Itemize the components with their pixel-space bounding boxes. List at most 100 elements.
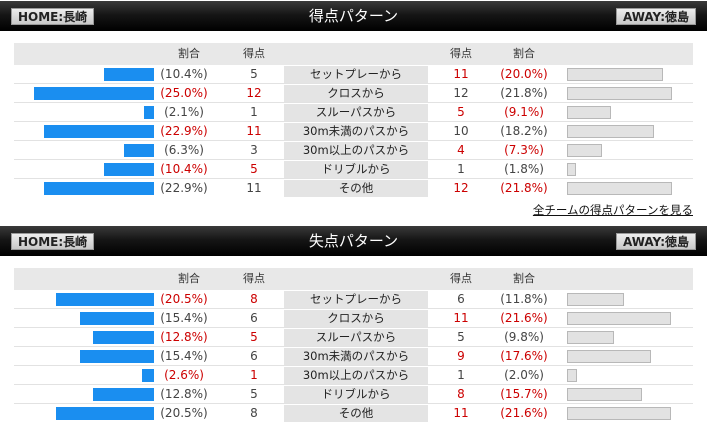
pattern-label: セットプレーから <box>284 291 428 308</box>
pattern-label: クロスから <box>284 310 428 327</box>
all-teams-link[interactable]: 全チームの得点パターンを見る <box>532 203 693 217</box>
home-pts-header: 得点 <box>243 272 265 285</box>
away-pts: 6 <box>457 292 465 306</box>
away-pct: (20.0%) <box>500 67 548 81</box>
home-pts: 11 <box>246 181 262 195</box>
away-pct-header: 割合 <box>513 47 535 60</box>
pattern-label: 30m以上のパスから <box>284 142 428 159</box>
away-share-bar <box>567 293 624 306</box>
table-row: (22.9%) 11 その他 12 (21.8%) <box>14 179 693 198</box>
home-pct: (20.5%) <box>160 292 208 306</box>
home-pct: (2.6%) <box>164 368 204 382</box>
home-pct: (10.4%) <box>160 162 208 176</box>
away-pts: 11 <box>453 406 469 420</box>
scoring-header: HOME:長崎 得点パターン AWAY:徳島 <box>0 1 707 31</box>
home-share-bar <box>144 106 154 119</box>
scoring-table: (10.4%) 5 セットプレーから 11 (20.0%) (25.0%) 12 クロスから 1… <box>14 65 693 198</box>
away-pts: 11 <box>453 67 469 81</box>
away-share-bar <box>567 125 654 138</box>
table-row: (12.8%) 5 ドリブルから 8 (15.7%) <box>14 385 693 404</box>
home-pts: 5 <box>250 67 258 81</box>
away-pct: (21.8%) <box>500 181 548 195</box>
away-pct: (21.6%) <box>500 406 548 420</box>
away-pts: 10 <box>453 124 469 138</box>
conceded-title: 失点パターン <box>308 232 399 250</box>
home-share-bar <box>56 407 154 420</box>
home-pts: 12 <box>246 86 262 100</box>
home-share-bar <box>34 87 154 100</box>
table-row: (15.4%) 6 30m未満のパスから 9 (17.6%) <box>14 347 693 366</box>
away-pct: (17.6%) <box>500 349 548 363</box>
home-share-bar <box>93 331 154 344</box>
home-pct: (6.3%) <box>164 143 204 157</box>
away-pct: (15.7%) <box>500 387 548 401</box>
away-pts-header: 得点 <box>450 272 472 285</box>
pattern-label: 30m未満のパスから <box>284 348 428 365</box>
table-row: (20.5%) 8 その他 11 (21.6%) <box>14 404 693 423</box>
home-pct: (22.9%) <box>160 181 208 195</box>
home-share-bar <box>142 369 154 382</box>
home-team-tag: HOME:長崎 <box>11 8 95 25</box>
away-pts-header: 得点 <box>450 47 472 60</box>
away-pts: 8 <box>457 387 465 401</box>
home-share-bar <box>44 182 154 195</box>
away-pct: (21.6%) <box>500 311 548 325</box>
pattern-label: 30m以上のパスから <box>284 367 428 384</box>
conceded-column-header: 割合 得点 得点 割合 <box>14 268 693 290</box>
away-pts: 12 <box>453 86 469 100</box>
pattern-label: スルーパスから <box>284 329 428 346</box>
table-row: (15.4%) 6 クロスから 11 (21.6%) <box>14 309 693 328</box>
home-pct: (12.8%) <box>160 387 208 401</box>
home-share-bar <box>80 312 154 325</box>
away-team-tag: AWAY:徳島 <box>615 233 696 250</box>
away-share-bar <box>567 106 611 119</box>
home-pts-header: 得点 <box>243 47 265 60</box>
pattern-label: クロスから <box>284 85 428 102</box>
pattern-label: セットプレーから <box>284 66 428 83</box>
away-share-bar <box>567 87 672 100</box>
home-share-bar <box>104 163 154 176</box>
pattern-label: 30m未満のパスから <box>284 123 428 140</box>
away-pct: (18.2%) <box>500 124 548 138</box>
away-share-bar <box>567 350 651 363</box>
away-share-bar <box>567 331 614 344</box>
away-pct: (11.8%) <box>500 292 548 306</box>
away-share-bar <box>567 407 671 420</box>
away-share-bar <box>567 312 671 325</box>
conceded-table: (20.5%) 8 セットプレーから 6 (11.8%) (15.4%) 6 クロスから 11 (… <box>14 290 693 423</box>
away-pts: 5 <box>457 330 465 344</box>
table-row: (2.6%) 1 30m以上のパスから 1 (2.0%) <box>14 366 693 385</box>
away-share-bar <box>567 68 663 81</box>
away-share-bar <box>567 144 602 157</box>
home-pts: 6 <box>250 311 258 325</box>
away-pct: (7.3%) <box>504 143 544 157</box>
away-pts: 11 <box>453 311 469 325</box>
away-pct: (9.1%) <box>504 105 544 119</box>
scoring-title: 得点パターン <box>308 7 399 25</box>
home-pct: (10.4%) <box>160 67 208 81</box>
home-share-bar <box>124 144 154 157</box>
pattern-label: ドリブルから <box>284 161 428 178</box>
home-share-bar <box>44 125 154 138</box>
home-pct: (15.4%) <box>160 349 208 363</box>
away-share-bar <box>567 163 576 176</box>
home-share-bar <box>93 388 154 401</box>
home-team-tag: HOME:長崎 <box>11 233 95 250</box>
home-pts: 1 <box>250 105 258 119</box>
away-pct: (1.8%) <box>504 162 544 176</box>
home-pct: (22.9%) <box>160 124 208 138</box>
table-row: (22.9%) 11 30m未満のパスから 10 (18.2%) <box>14 122 693 141</box>
scoring-column-header: 割合 得点 得点 割合 <box>14 43 693 65</box>
home-pts: 3 <box>250 143 258 157</box>
home-pts: 11 <box>246 124 262 138</box>
away-pct-header: 割合 <box>513 272 535 285</box>
home-pct: (25.0%) <box>160 86 208 100</box>
table-row: (6.3%) 3 30m以上のパスから 4 (7.3%) <box>14 141 693 160</box>
table-row: (2.1%) 1 スルーパスから 5 (9.1%) <box>14 103 693 122</box>
table-row: (10.4%) 5 セットプレーから 11 (20.0%) <box>14 65 693 84</box>
home-pts: 8 <box>250 406 258 420</box>
table-row: (20.5%) 8 セットプレーから 6 (11.8%) <box>14 290 693 309</box>
away-pct: (21.8%) <box>500 86 548 100</box>
home-pct-header: 割合 <box>178 47 200 60</box>
away-pts: 12 <box>453 181 469 195</box>
